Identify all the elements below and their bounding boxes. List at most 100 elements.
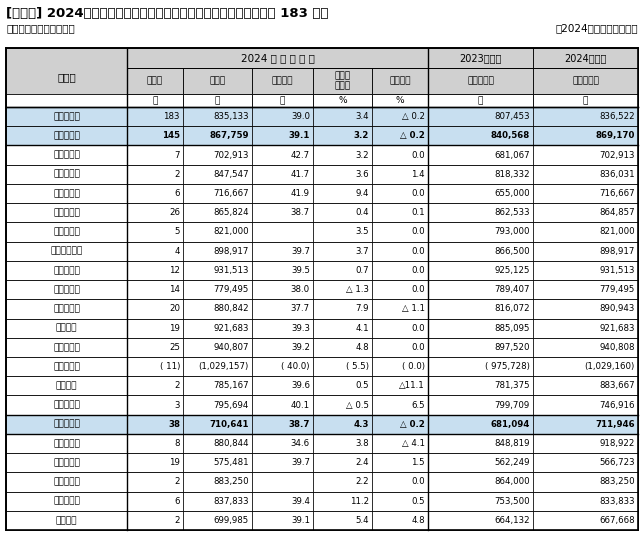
Bar <box>183 434 252 453</box>
Text: 39.5: 39.5 <box>291 266 310 275</box>
Text: △ 0.2: △ 0.2 <box>402 112 425 121</box>
Text: 社　数: 社 数 <box>147 77 163 85</box>
Text: %: % <box>338 96 347 105</box>
Text: 0.5: 0.5 <box>355 381 369 390</box>
Bar <box>372 357 428 376</box>
Bar <box>252 338 313 357</box>
Text: 816,072: 816,072 <box>495 305 530 313</box>
Text: 円: 円 <box>478 96 483 105</box>
Text: 833,833: 833,833 <box>600 497 635 505</box>
Bar <box>6 319 127 338</box>
Bar <box>533 126 638 145</box>
Bar <box>313 222 372 241</box>
Bar <box>183 376 252 395</box>
Bar <box>6 338 638 357</box>
Text: 水産・食品: 水産・食品 <box>53 151 80 159</box>
Bar <box>313 184 372 203</box>
Text: 3.7: 3.7 <box>355 247 369 256</box>
Bar <box>6 395 638 415</box>
Bar <box>6 165 638 184</box>
Text: 566,723: 566,723 <box>600 458 635 467</box>
Text: 2: 2 <box>175 381 180 390</box>
Text: 39.3: 39.3 <box>291 323 310 333</box>
Bar <box>313 261 372 280</box>
Text: 建　　　設: 建 設 <box>53 439 80 448</box>
Bar <box>428 395 533 415</box>
Text: 0.0: 0.0 <box>412 285 425 294</box>
Bar <box>313 68 372 94</box>
Text: 非鉄・金属: 非鉄・金属 <box>53 285 80 294</box>
Bar <box>183 165 252 184</box>
Bar <box>127 165 183 184</box>
Text: ゴ　　　ム: ゴ ム <box>53 227 80 237</box>
Text: 7: 7 <box>175 151 180 159</box>
Text: 883,250: 883,250 <box>213 477 249 487</box>
Bar <box>533 434 638 453</box>
Bar <box>6 357 638 376</box>
Bar <box>533 222 638 241</box>
Bar <box>313 165 372 184</box>
Bar <box>533 165 638 184</box>
Text: 歳: 歳 <box>279 96 285 105</box>
Text: 848,819: 848,819 <box>495 439 530 448</box>
Bar <box>252 222 313 241</box>
Text: 711,946: 711,946 <box>595 420 635 429</box>
Bar <box>127 338 183 357</box>
Text: 865,824: 865,824 <box>213 208 249 217</box>
Bar <box>6 511 638 530</box>
Bar <box>533 48 638 68</box>
Text: 12: 12 <box>169 266 180 275</box>
Bar <box>252 203 313 222</box>
Text: △ 0.2: △ 0.2 <box>400 131 425 140</box>
Bar <box>313 357 372 376</box>
Bar <box>183 357 252 376</box>
Bar <box>6 511 127 530</box>
Text: 667,668: 667,668 <box>600 516 635 525</box>
Bar <box>372 415 428 434</box>
Bar <box>6 395 127 415</box>
Bar <box>372 472 428 491</box>
Text: 機　　　械: 機 械 <box>53 305 80 313</box>
Bar <box>6 472 638 491</box>
Text: 0.0: 0.0 <box>412 266 425 275</box>
Text: 681,067: 681,067 <box>495 151 530 159</box>
Text: 0.7: 0.7 <box>355 266 369 275</box>
Bar <box>183 453 252 472</box>
Bar <box>183 222 252 241</box>
Text: 2024 年 年 末 妥 結: 2024 年 年 末 妥 結 <box>241 53 314 63</box>
Text: 38.7: 38.7 <box>289 420 310 429</box>
Bar <box>6 376 127 395</box>
Bar <box>127 280 183 299</box>
Text: 6: 6 <box>175 497 180 505</box>
Bar <box>127 107 183 126</box>
Text: 実　績　額: 実 績 額 <box>572 77 599 85</box>
Text: 39.7: 39.7 <box>291 458 310 467</box>
Text: サービス: サービス <box>56 516 77 525</box>
Bar <box>183 94 252 107</box>
Text: 940,808: 940,808 <box>600 343 635 352</box>
Text: ( 0.0): ( 0.0) <box>402 362 425 371</box>
Bar <box>372 222 428 241</box>
Text: 円: 円 <box>583 96 588 105</box>
Bar <box>6 203 127 222</box>
Bar <box>533 299 638 319</box>
Text: 702,913: 702,913 <box>214 151 249 159</box>
Text: 紙・パルプ: 紙・パルプ <box>53 189 80 198</box>
Bar <box>183 126 252 145</box>
Bar <box>183 241 252 261</box>
Bar <box>428 491 533 511</box>
Text: 39.1: 39.1 <box>289 131 310 140</box>
Bar <box>313 319 372 338</box>
Bar <box>533 357 638 376</box>
Bar <box>372 511 428 530</box>
Bar <box>252 511 313 530</box>
Text: 41.7: 41.7 <box>291 170 310 179</box>
Bar <box>183 68 252 94</box>
Bar <box>372 280 428 299</box>
Bar <box>313 299 372 319</box>
Text: 821,000: 821,000 <box>600 227 635 237</box>
Bar <box>372 126 428 145</box>
Text: 0.0: 0.0 <box>412 189 425 198</box>
Text: 781,375: 781,375 <box>495 381 530 390</box>
Bar <box>372 145 428 165</box>
